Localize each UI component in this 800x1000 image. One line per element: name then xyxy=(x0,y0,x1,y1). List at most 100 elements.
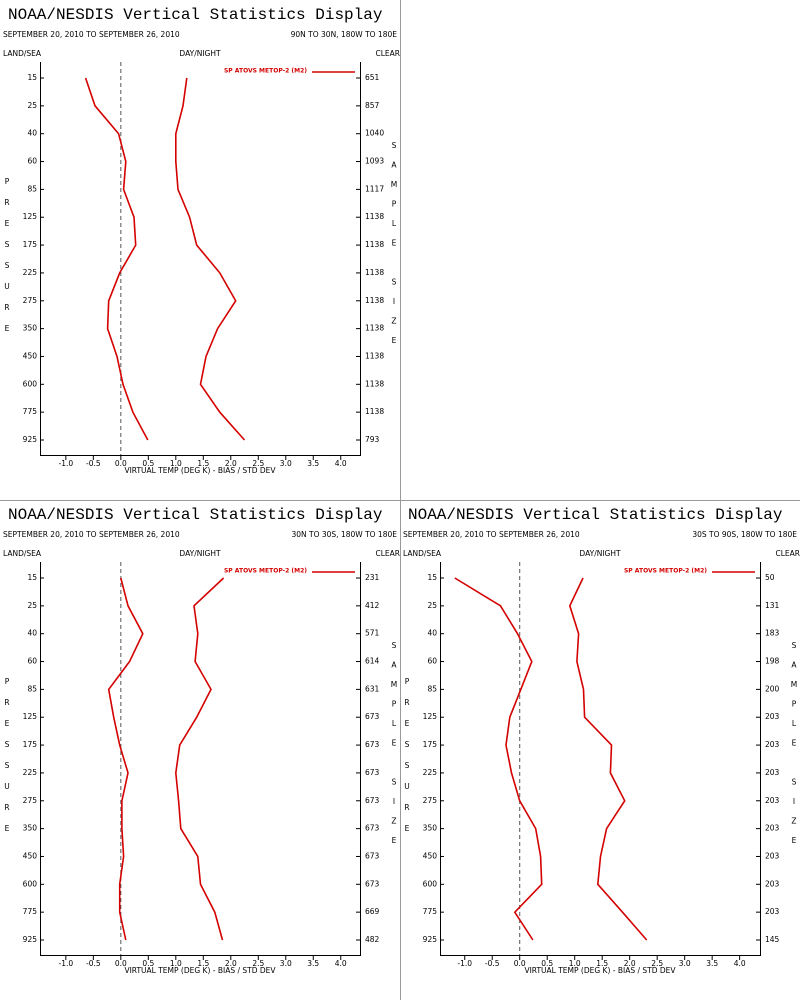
y-tick-label: 450 xyxy=(23,851,38,860)
x-tick-label: 2.0 xyxy=(225,959,237,968)
y-tick-label: 925 xyxy=(23,935,38,944)
x-tick-label: 1.0 xyxy=(170,959,182,968)
y-tick-label: 40 xyxy=(27,629,37,638)
region: 30N TO 30S, 180W TO 180E xyxy=(291,530,397,539)
x-tick-label: 1.0 xyxy=(569,959,581,968)
y-tick-label: 275 xyxy=(423,796,438,805)
y-tick-label: 275 xyxy=(23,296,38,305)
sample-size-label: 669 xyxy=(365,907,380,916)
header-land-sea: LAND/SEA xyxy=(403,549,442,558)
y-tick-label: 925 xyxy=(23,435,38,444)
data-line xyxy=(175,77,246,441)
x-tick-label: 4.0 xyxy=(335,959,347,968)
x-tick-label: -0.5 xyxy=(86,959,101,968)
x-tick-label: 3.0 xyxy=(280,459,292,468)
x-tick-label: 0.0 xyxy=(115,459,127,468)
y-tick-label: 40 xyxy=(27,129,37,138)
x-tick-label: 0.5 xyxy=(142,459,154,468)
sample-size-label: 673 xyxy=(365,768,380,777)
sample-size-label: 673 xyxy=(365,740,380,749)
header-day-night: DAY/NIGHT xyxy=(179,549,221,558)
x-tick-label: 1.0 xyxy=(170,459,182,468)
y-tick-label: 60 xyxy=(27,657,37,666)
x-tick-label: 1.5 xyxy=(596,959,608,968)
sample-size-label: 203 xyxy=(765,740,780,749)
region: 90N TO 30N, 180W TO 180E xyxy=(291,30,398,39)
data-line xyxy=(84,77,149,441)
region: 30S TO 90S, 180W TO 180E xyxy=(692,530,797,539)
sample-size-label: 482 xyxy=(365,935,380,944)
x-tick-label: 3.5 xyxy=(706,959,718,968)
sample-size-label: 412 xyxy=(365,601,380,610)
x-tick-label: 0.5 xyxy=(541,959,553,968)
header-clear: CLEAR xyxy=(376,49,401,58)
y-tick-label: 25 xyxy=(27,101,37,110)
x-tick-label: 3.0 xyxy=(280,959,292,968)
x-tick-label: 0.5 xyxy=(142,959,154,968)
sample-size-label: 651 xyxy=(365,73,380,82)
x-tick-label: -1.0 xyxy=(59,459,74,468)
header-clear: CLEAR xyxy=(776,549,800,558)
sample-size-label: 1138 xyxy=(365,240,384,249)
y-tick-label: 15 xyxy=(27,73,37,82)
x-tick-label: 2.5 xyxy=(651,959,663,968)
sample-size-label: 1138 xyxy=(365,407,384,416)
y-tick-label: 175 xyxy=(423,740,438,749)
sample-size-label: 200 xyxy=(765,684,780,693)
sample-size-label: 1093 xyxy=(365,157,384,166)
data-line xyxy=(107,577,144,941)
y-tick-label: 175 xyxy=(23,740,38,749)
chart-title: NOAA/NESDIS Vertical Statistics Display xyxy=(8,6,383,24)
sample-size-label: 673 xyxy=(365,824,380,833)
sample-size-label: 1138 xyxy=(365,324,384,333)
data-line xyxy=(454,577,543,941)
sample-size-label: 631 xyxy=(365,684,380,693)
panel: NOAA/NESDIS Vertical Statistics Display S… xyxy=(3,6,400,475)
y-tick-label: 15 xyxy=(427,573,437,582)
sample-size-label: 1138 xyxy=(365,379,384,388)
x-tick-label: 0.0 xyxy=(115,959,127,968)
sample-size-label: 1040 xyxy=(365,129,384,138)
y-tick-label: 450 xyxy=(23,351,38,360)
sample-size-label: 145 xyxy=(765,935,780,944)
sample-size-label: 50 xyxy=(765,573,775,582)
data-line xyxy=(568,577,648,941)
y-tick-label: 125 xyxy=(23,712,38,721)
sample-size-label: 1117 xyxy=(365,184,384,193)
sample-size-label: 198 xyxy=(765,657,780,666)
y-tick-label: 60 xyxy=(27,157,37,166)
panel: NOAA/NESDIS Vertical Statistics Display S… xyxy=(3,506,400,975)
sample-size-label: 203 xyxy=(765,824,780,833)
y-tick-label: 175 xyxy=(23,240,38,249)
sample-size-label: 673 xyxy=(365,796,380,805)
x-tick-label: 3.0 xyxy=(679,959,691,968)
chart-title: NOAA/NESDIS Vertical Statistics Display xyxy=(8,506,383,524)
x-tick-label: -1.0 xyxy=(59,959,74,968)
x-tick-label: 3.5 xyxy=(307,459,319,468)
y-tick-label: 450 xyxy=(423,851,438,860)
y-tick-label: 775 xyxy=(423,907,438,916)
sample-size-label: 614 xyxy=(365,657,380,666)
y-tick-label: 125 xyxy=(23,212,38,221)
y-tick-label: 85 xyxy=(27,684,37,693)
y-tick-label: 600 xyxy=(23,379,38,388)
sample-size-label: 203 xyxy=(765,768,780,777)
sample-size-label: 1138 xyxy=(365,351,384,360)
x-tick-label: 2.0 xyxy=(225,459,237,468)
sample-size-label: 673 xyxy=(365,712,380,721)
y-tick-label: 85 xyxy=(427,684,437,693)
date-range: SEPTEMBER 20, 2010 TO SEPTEMBER 26, 2010 xyxy=(403,530,580,539)
chart-title: NOAA/NESDIS Vertical Statistics Display xyxy=(408,506,783,524)
y-tick-label: 125 xyxy=(423,712,438,721)
y-tick-label: 600 xyxy=(23,879,38,888)
y-tick-label: 40 xyxy=(427,629,437,638)
y-tick-label: 925 xyxy=(423,935,438,944)
header-clear: CLEAR xyxy=(376,549,401,558)
